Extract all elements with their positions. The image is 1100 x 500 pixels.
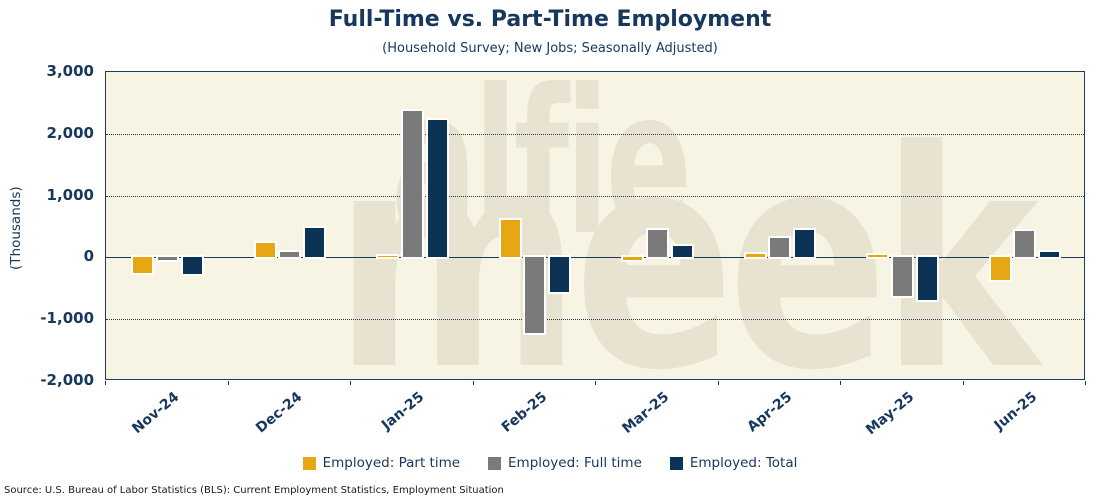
- bar-employed-full-time: [155, 255, 179, 263]
- bar-employed-full-time: [523, 255, 547, 335]
- y-tick-label: 0: [83, 247, 94, 266]
- bar-employed-full-time: [278, 250, 302, 260]
- axis-tick: [840, 381, 841, 385]
- y-tick-label: -2,000: [40, 371, 94, 389]
- bar-employed-total: [548, 255, 571, 294]
- bar-employed-total: [303, 226, 326, 260]
- x-tick-label: Jun-25: [991, 389, 1041, 434]
- y-tick-label: 3,000: [46, 62, 94, 80]
- axis-tick: [962, 381, 964, 385]
- y-tick-label: 1,000: [46, 185, 94, 204]
- legend: Employed: Part time Employed: Full time Em…: [0, 455, 1100, 471]
- bar-employed-part-time: [988, 255, 1012, 282]
- legend-label: Employed: Full time: [508, 455, 642, 471]
- legend-label: Employed: Total: [689, 455, 798, 471]
- x-tick-label: Dec-24: [252, 389, 306, 437]
- x-tick-label: May-25: [863, 389, 918, 439]
- axis-tick: [350, 381, 351, 385]
- bar-employed-full-time: [890, 255, 914, 298]
- bar-employed-full-time: [400, 108, 424, 260]
- bar-employed-full-time: [1013, 228, 1037, 260]
- axis-tick: [1085, 381, 1086, 385]
- axis-tick: [472, 381, 474, 385]
- axis-tick: [595, 381, 596, 385]
- bar-employed-part-time: [743, 252, 767, 260]
- legend-label: Employed: Part time: [322, 455, 461, 471]
- bar-employed-total: [670, 244, 694, 260]
- bar-employed-total: [1038, 249, 1061, 260]
- bar-employed-total: [425, 117, 449, 260]
- bar-employed-full-time: [645, 228, 669, 260]
- legend-item: Employed: Full time: [488, 455, 642, 471]
- source-note: Source: U.S. Bureau of Labor Statistics …: [4, 485, 504, 496]
- bar-employed-part-time: [376, 254, 399, 260]
- x-tick-label: Nov-24: [129, 389, 183, 438]
- x-tick-label: Mar-25: [619, 389, 673, 437]
- y-tick-label: -1,000: [40, 309, 94, 328]
- bar-employed-total: [180, 255, 204, 277]
- bar-employed-total: [793, 227, 816, 260]
- chart-subtitle: (Household Survey; New Jobs; Seasonally …: [382, 41, 718, 56]
- y-tick-label: 2,000: [46, 123, 94, 142]
- legend-swatch: [488, 456, 502, 470]
- axis-tick: [227, 381, 229, 385]
- gridline: [106, 195, 1084, 197]
- x-tick-label: Jan-25: [379, 389, 428, 434]
- gridline: [106, 133, 1084, 135]
- bar-employed-full-time: [768, 236, 792, 260]
- bar-employed-part-time: [498, 218, 522, 260]
- axis-tick: [105, 381, 106, 385]
- chart-title: Full-Time vs. Part-Time Employment: [328, 7, 772, 32]
- legend-swatch: [302, 456, 316, 470]
- legend-item: Employed: Total: [669, 455, 798, 471]
- bar-employed-part-time: [253, 241, 277, 260]
- zero-gridline: [106, 257, 1084, 259]
- gridline: [106, 319, 1084, 321]
- x-tick-label: Feb-25: [498, 389, 551, 436]
- bar-employed-total: [915, 255, 939, 303]
- x-tick-label: Apr-25: [744, 389, 796, 436]
- bar-employed-part-time: [621, 254, 644, 263]
- bar-employed-part-time: [131, 255, 154, 275]
- legend-item: Employed: Part time: [302, 455, 461, 471]
- legend-swatch: [669, 456, 683, 470]
- axis-tick: [717, 381, 719, 385]
- watermark-line2: meek: [334, 87, 1039, 380]
- plot-area: alfie meek: [105, 71, 1085, 380]
- y-axis-title: (Thousands): [8, 186, 24, 270]
- bar-employed-part-time: [866, 252, 889, 260]
